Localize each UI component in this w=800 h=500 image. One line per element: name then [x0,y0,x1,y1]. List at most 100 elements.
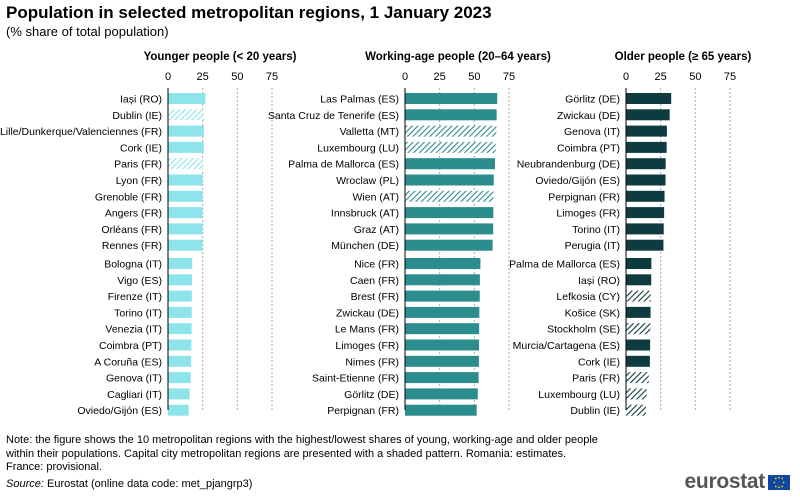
bar [626,207,665,219]
bar [405,207,494,219]
bar [626,93,672,104]
bar [168,125,204,137]
category-label: Neubrandenburg (DE) [517,159,620,171]
category-label: Grenoble (FR) [95,191,162,203]
bar [168,258,193,269]
bar [626,125,667,137]
category-label: Saint-Etienne (FR) [312,373,399,385]
category-label: Santa Cruz de Tenerife (ES) [268,110,399,122]
category-label: Perpignan (FR) [548,191,620,203]
x-tick-label: 0 [165,71,171,83]
x-tick-label: 50 [689,71,701,83]
x-tick-label: 0 [402,71,408,83]
bar [168,306,192,318]
panel-title-older: Older people (≥ 65 years) [615,51,752,63]
bar [626,274,652,286]
category-label: Oviedo/Gijón (ES) [535,175,620,187]
bar [168,355,192,367]
bar [405,93,498,104]
bar [168,404,189,416]
bar-capital [405,141,496,153]
category-label: Rennes (FR) [102,240,162,252]
bar [405,223,494,235]
bar [168,290,192,302]
category-label: München (DE) [331,240,399,252]
bar-capital [626,372,649,384]
category-label: Coimbra (PT) [557,142,620,154]
category-label: Dublin (IE) [112,110,162,122]
category-label: Cork (IE) [578,356,620,368]
bar [405,404,477,416]
category-label: Caen (FR) [350,275,399,287]
category-label: Graz (AT) [354,224,399,236]
bar [405,274,480,286]
category-label: Las Palmas (ES) [320,94,399,106]
category-label: Orléans (FR) [101,224,162,236]
bar-capital [405,125,497,137]
category-label: Görlitz (DE) [565,94,620,106]
category-label: Wroclaw (PL) [336,175,399,187]
bar-capital [626,404,646,416]
category-label: Coimbra (PT) [99,340,162,352]
panel-title-working: Working-age people (20–64 years) [365,51,551,63]
bar [626,174,666,186]
footnote: Note: the figure shows the 10 metropolit… [6,434,598,473]
bar [405,339,480,351]
category-label: Košice (SK) [565,307,620,319]
bar [405,109,497,121]
category-label: Lyon (FR) [116,175,162,187]
category-label: Cork (IE) [120,142,162,154]
category-label: Venezia (IT) [105,324,162,336]
bar-capital [405,190,494,202]
category-label: Lefkosia (CY) [556,291,620,303]
bar-capital [168,109,205,121]
bar [626,239,664,251]
category-label: Murcia/Cartagena (ES) [513,340,620,352]
category-label: Oviedo/Gijón (ES) [77,405,162,417]
category-label: Luxembourg (LU) [538,389,620,401]
source-label: Source: [6,478,44,490]
bar [405,323,480,335]
category-label: Brest (FR) [351,291,399,303]
page-title: Population in selected metropolitan regi… [6,3,492,22]
category-label: Le Mans (FR) [335,324,399,336]
bar [405,239,493,251]
bar [168,372,191,384]
page-subtitle: (% share of total population) [6,24,169,39]
category-label: Paris (FR) [572,373,620,385]
bar [405,306,480,318]
category-label: Cagliari (IT) [107,389,162,401]
category-label: Vigo (ES) [117,275,162,287]
bar [626,190,665,202]
bar [168,190,203,202]
bar-capital [168,158,204,170]
category-label: Luxembourg (LU) [317,142,399,154]
bar [405,372,479,384]
category-label: Perugia (IT) [565,240,620,252]
category-label: Genova (IT) [106,373,162,385]
bar [168,141,204,153]
category-label: Torino (IT) [114,307,162,319]
category-label: Stockholm (SE) [547,324,620,336]
category-label: Perpignan (FR) [327,405,399,417]
category-label: Zwickau (DE) [336,307,399,319]
source-line: Source: Eurostat (online data code: met_… [6,478,252,490]
bar [405,388,478,400]
bar [168,339,192,351]
bar [626,158,666,170]
x-tick-label: 75 [266,71,278,83]
chart-area: Younger people (< 20 years) 0 25 50 75 Iași (… [0,51,752,417]
x-tick-label: 25 [434,71,446,83]
category-label: Zwickau (DE) [557,110,620,122]
bar [626,355,650,367]
x-tick-label: 50 [231,71,243,83]
bar [168,174,203,186]
bar [626,306,651,318]
category-label: Wien (AT) [353,191,399,203]
x-tick-label: 75 [724,71,736,83]
bar-capital [626,290,651,302]
bar [626,141,667,153]
bar [626,109,670,121]
category-label: Görlitz (DE) [344,389,399,401]
bar [168,207,203,219]
